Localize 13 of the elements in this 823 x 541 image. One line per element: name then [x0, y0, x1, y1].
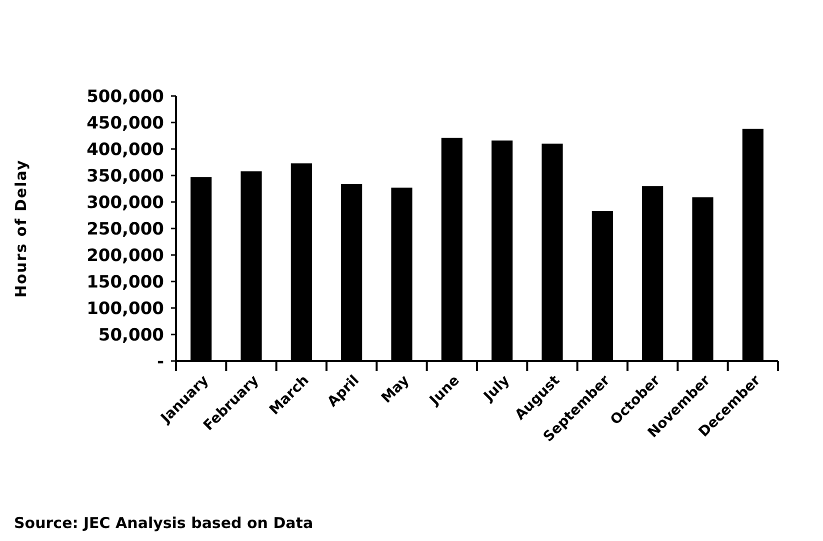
y-tick-label: 500,000 [86, 86, 164, 107]
y-tick-label: 150,000 [86, 272, 164, 292]
y-axis-title: Hours of Delay [12, 159, 30, 298]
source-note: Source: JEC Analysis based on Data [14, 514, 314, 532]
y-tick-label: 350,000 [86, 166, 164, 186]
y-tick-label: 400,000 [86, 140, 164, 160]
y-tick-label: - [156, 352, 164, 372]
y-tick-label: 100,000 [86, 298, 164, 319]
y-tick-label: 250,000 [86, 219, 164, 240]
y-tick-label: 300,000 [86, 192, 164, 213]
y-tick-label: 450,000 [86, 113, 164, 134]
y-tick-label: 50,000 [98, 325, 164, 346]
y-tick-label: 200,000 [86, 246, 164, 266]
